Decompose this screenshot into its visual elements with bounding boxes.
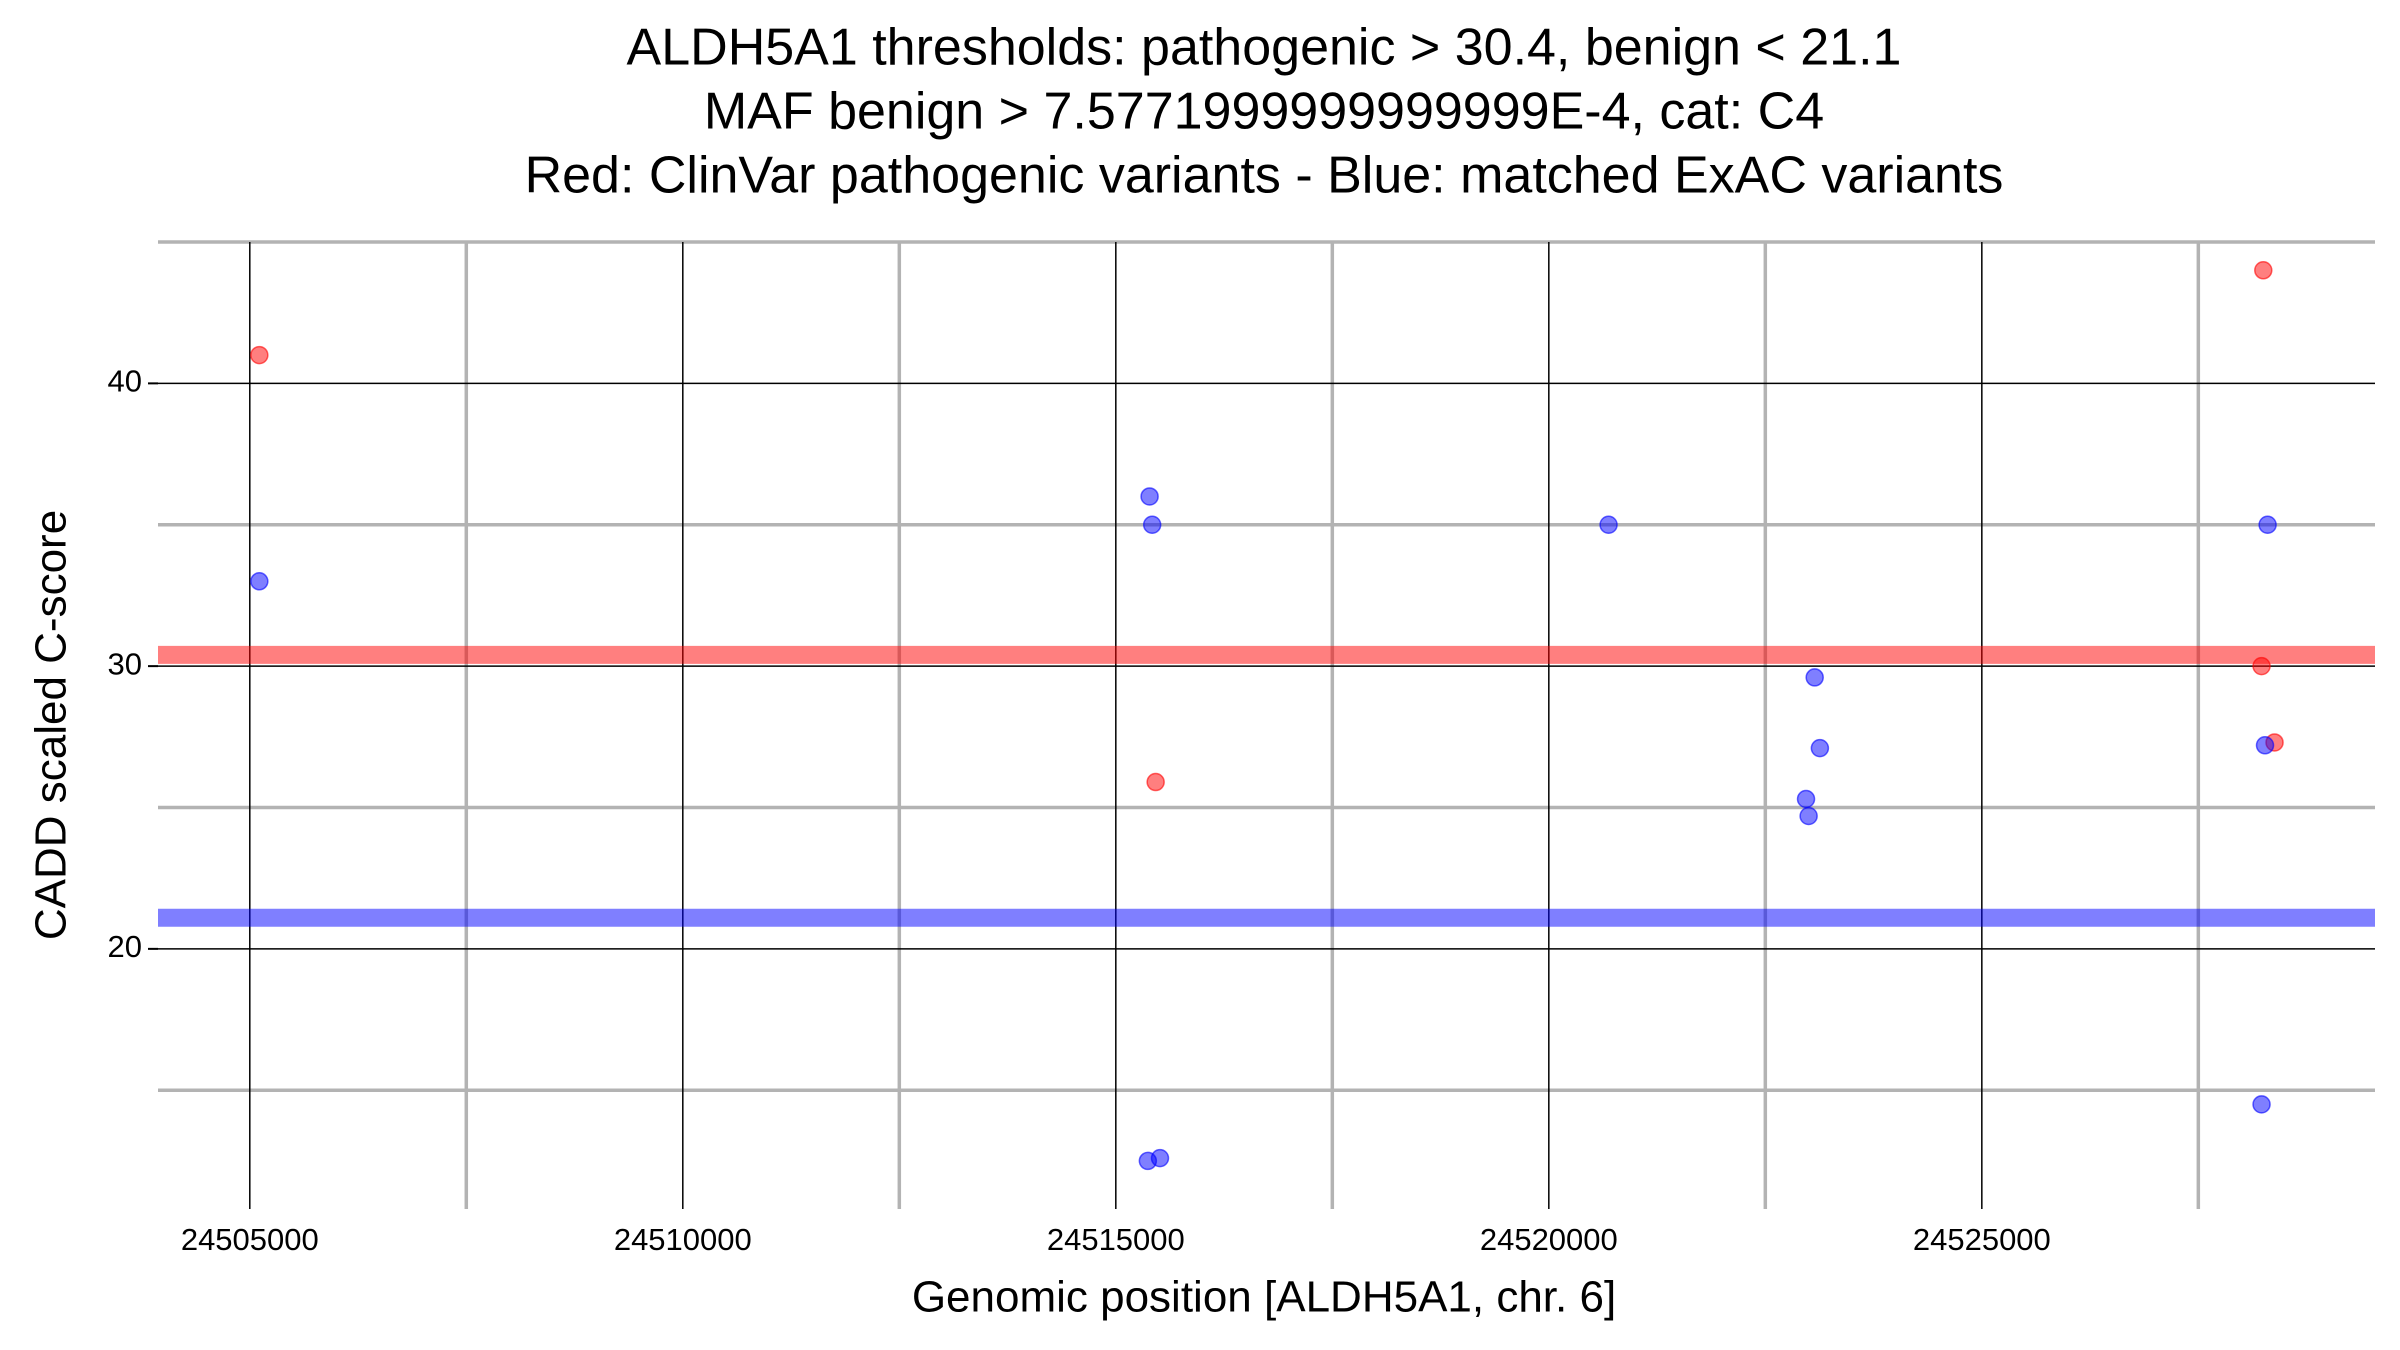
y-tick-label: 40	[108, 364, 142, 399]
y-tick-label: 20	[108, 929, 142, 964]
point	[1796, 789, 1816, 809]
y-tick-label: 30	[108, 646, 142, 681]
point	[1799, 806, 1818, 826]
point	[250, 345, 269, 365]
x-tick-label: 24515000	[1047, 1222, 1185, 1257]
point	[1810, 738, 1830, 758]
point	[250, 572, 269, 591]
chart-subtitle: Red: ClinVar pathogenic variants - Blue:…	[525, 147, 2004, 205]
point	[1140, 487, 1159, 506]
x-tick-label: 24505000	[181, 1222, 319, 1257]
point	[1146, 772, 1165, 792]
chart-title: ALDH5A1 thresholds: pathogenic > 30.4, b…	[627, 19, 1902, 77]
point	[2258, 515, 2277, 534]
point	[2252, 1095, 2271, 1114]
point	[2255, 736, 2275, 755]
point	[1142, 515, 1162, 534]
point	[1805, 668, 1824, 687]
point	[2254, 261, 2273, 280]
point	[1150, 1148, 1170, 1168]
chart-subtitle: MAF benign > 7.5771999999999999E-4, cat:…	[704, 83, 1824, 141]
x-tick-label: 24525000	[1913, 1222, 2051, 1257]
point	[2252, 656, 2271, 676]
x-tick-label: 24510000	[614, 1222, 752, 1257]
x-axis-label: Genomic position [ALDH5A1, chr. 6]	[912, 1273, 1616, 1322]
x-tick-label: 24520000	[1480, 1222, 1618, 1257]
point	[1599, 515, 1618, 534]
y-axis-label: CADD scaled C-score	[27, 510, 76, 940]
